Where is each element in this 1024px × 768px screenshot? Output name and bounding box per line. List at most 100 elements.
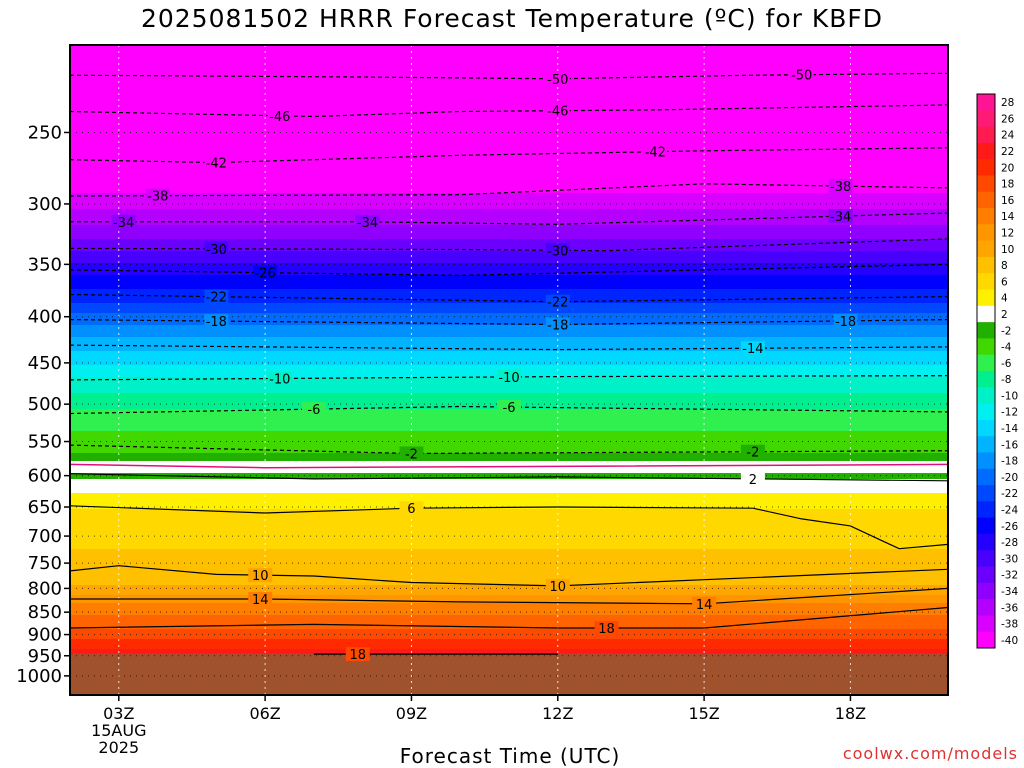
isotherm-label: -42 <box>645 146 666 161</box>
temperature-band <box>70 621 948 624</box>
temperature-band <box>70 555 948 558</box>
isotherm-line <box>70 344 948 351</box>
temperature-band <box>70 47 948 50</box>
temperature-band <box>70 323 948 326</box>
temperature-band <box>70 153 948 156</box>
y-tick-label: 900 <box>28 625 62 646</box>
isotherm-label: -34 <box>357 216 378 231</box>
temperature-band <box>70 165 948 168</box>
colorbar-swatch <box>977 403 995 421</box>
temperature-band <box>70 629 948 632</box>
temperature-band <box>70 257 948 260</box>
colorbar-label: -30 <box>1001 553 1018 565</box>
x-tick-label: 15Z <box>688 704 719 723</box>
temperature-band <box>70 431 948 434</box>
temperature-band <box>70 567 948 570</box>
isotherm-label-bg <box>740 471 765 486</box>
temperature-band <box>70 463 948 466</box>
temperature-band <box>70 589 948 592</box>
temperature-band <box>70 327 948 330</box>
y-tick-label: 750 <box>28 553 62 574</box>
temperature-band <box>70 103 948 106</box>
credit-text: coolwx.com/models <box>842 744 1018 763</box>
isotherm-line <box>70 183 948 197</box>
temperature-band <box>70 219 948 222</box>
colorbar-swatch <box>977 208 995 225</box>
colorbar-label: 8 <box>1001 260 1008 272</box>
temperature-band <box>70 529 948 532</box>
temperature-band <box>70 533 948 536</box>
temperature-band <box>70 195 948 198</box>
temperature-band <box>70 651 948 654</box>
colorbar-label: -34 <box>1001 586 1018 598</box>
colorbar-swatch <box>977 191 995 209</box>
temperature-band <box>70 471 948 474</box>
temperature-band <box>70 163 948 166</box>
temperature-band <box>70 67 948 70</box>
temperature-band <box>70 317 948 320</box>
temperature-band <box>70 55 948 58</box>
temperature-band <box>70 319 948 322</box>
isotherm-label: -50 <box>791 69 812 84</box>
temperature-band <box>70 223 948 226</box>
temperature-band <box>70 585 948 588</box>
temperature-band <box>70 461 948 464</box>
isotherm-label: -26 <box>254 267 275 282</box>
temperature-band <box>70 539 948 542</box>
temperature-band <box>70 537 948 540</box>
temperature-band <box>70 527 948 530</box>
temperature-band <box>70 367 948 370</box>
temperature-band <box>70 383 948 386</box>
temperature-band <box>70 337 948 340</box>
temperature-band <box>70 519 948 522</box>
temperature-band <box>70 145 948 148</box>
isotherm-label-bg <box>828 209 853 224</box>
temperature-band <box>70 93 948 96</box>
temperature-band <box>70 211 948 214</box>
temperature-band <box>70 635 948 638</box>
x-axis-label: Forecast Time (UTC) <box>399 744 621 768</box>
temperature-band <box>70 111 948 114</box>
temperature-band <box>70 365 948 368</box>
temperature-band <box>70 607 948 610</box>
temperature-band <box>70 85 948 88</box>
isotherm-label: -38 <box>147 190 168 205</box>
isotherm-line <box>70 587 948 605</box>
temperature-band <box>70 233 948 236</box>
temperature-band <box>70 515 948 518</box>
isotherm-label: -30 <box>547 244 568 259</box>
temperature-band <box>70 61 948 64</box>
isotherm-label-bg <box>497 400 521 415</box>
colorbar-swatch <box>977 354 995 372</box>
temperature-band <box>70 427 948 430</box>
temperature-fill <box>70 45 948 695</box>
isotherm-label-bg <box>399 501 424 516</box>
temperature-band <box>70 591 948 594</box>
isotherm-label-bg <box>301 402 326 417</box>
temperature-band <box>70 119 948 122</box>
isotherm-label: -6 <box>503 401 516 416</box>
temperature-band <box>70 73 948 76</box>
temperature-band <box>70 643 948 646</box>
isotherm-label-bg <box>253 265 278 280</box>
temperature-band <box>70 457 948 460</box>
temperature-band <box>70 149 948 152</box>
isotherm-label: -18 <box>547 318 568 333</box>
x-tick-label: 12Z <box>542 704 573 723</box>
temperature-band <box>70 389 948 392</box>
temperature-band <box>70 351 948 354</box>
isotherm-label-bg <box>545 71 570 86</box>
temperature-band <box>70 205 948 208</box>
colorbar-swatch <box>977 452 995 470</box>
temperature-band <box>70 51 948 54</box>
temperature-band <box>70 275 948 278</box>
temperature-band <box>70 391 948 394</box>
temperature-band <box>70 253 948 256</box>
temperature-band <box>70 297 948 300</box>
colorbar-swatch <box>977 110 995 128</box>
temperature-band <box>70 209 948 212</box>
temperature-band <box>70 605 948 608</box>
temperature-band <box>70 161 948 164</box>
temperature-band <box>70 637 948 640</box>
